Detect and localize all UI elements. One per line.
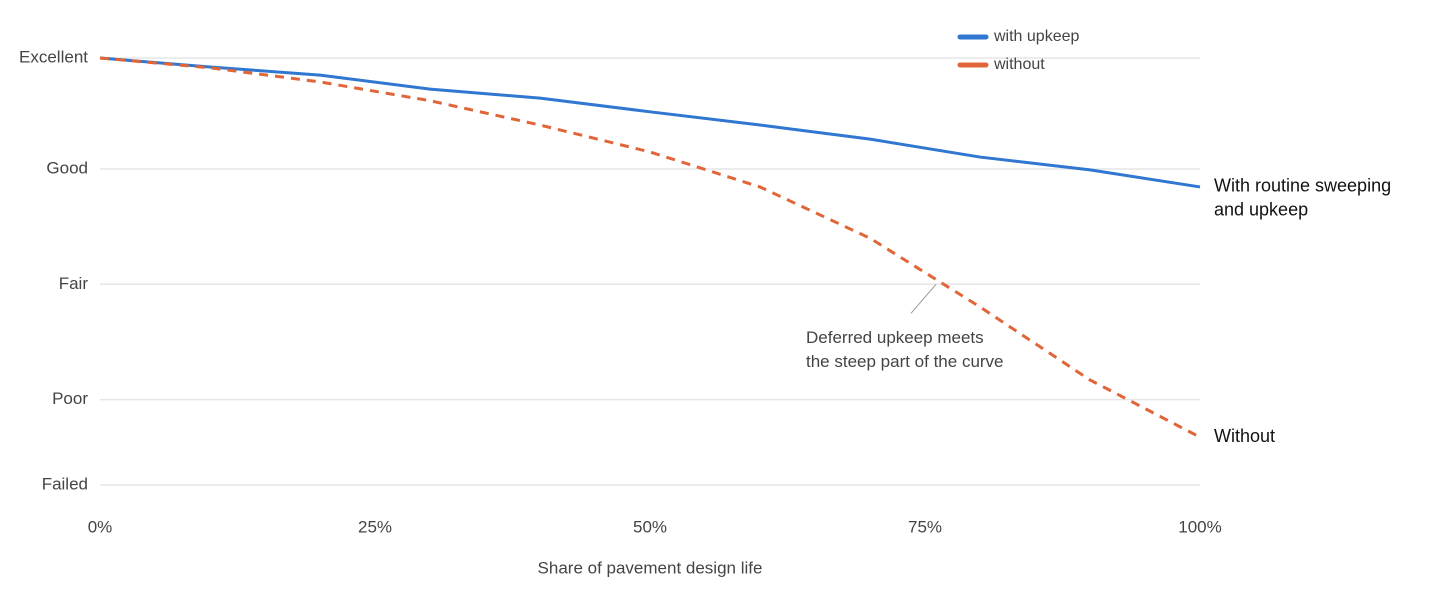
annotation: the steep part of the curve	[806, 352, 1004, 371]
end-label: and upkeep	[1214, 200, 1308, 220]
x-tick-label: 50%	[633, 517, 667, 536]
legend-label: with upkeep	[993, 28, 1079, 45]
y-tick-label: Excellent	[19, 47, 88, 66]
end-label: Without	[1214, 426, 1275, 446]
annotation: Deferred upkeep meets	[806, 328, 984, 347]
x-tick-label: 100%	[1178, 517, 1221, 536]
x-tick-label: 25%	[358, 517, 392, 536]
x-tick-label: 75%	[908, 517, 942, 536]
y-tick-label: Failed	[42, 474, 88, 493]
series-line	[99, 56, 1201, 439]
y-tick-label: Poor	[52, 389, 88, 408]
y-tick-label: Fair	[59, 274, 89, 293]
y-tick-label: Good	[46, 159, 88, 178]
x-tick-label: 0%	[88, 517, 113, 536]
x-axis-label: Share of pavement design life	[538, 558, 763, 577]
legend-label: without	[993, 56, 1045, 73]
series-line	[99, 56, 1201, 189]
annotation-leader	[910, 283, 937, 314]
end-label: With routine sweeping	[1214, 176, 1391, 196]
